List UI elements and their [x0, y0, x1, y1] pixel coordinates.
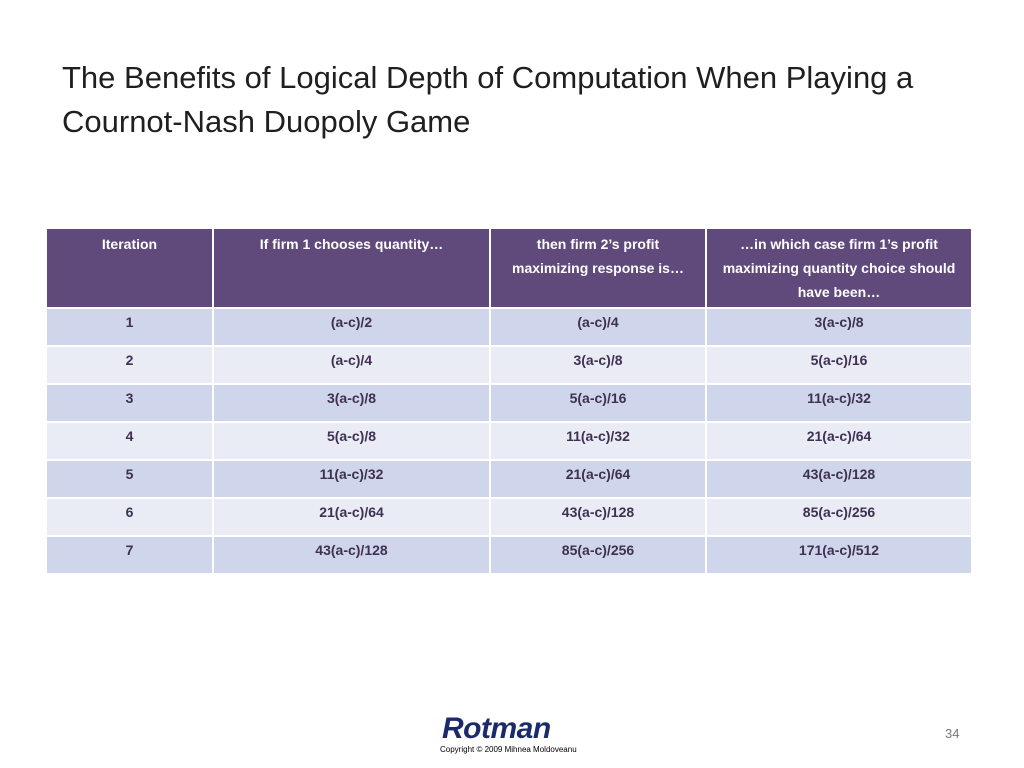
table-row: 4 5(a-c)/8 11(a-c)/32 21(a-c)/64 [45, 421, 973, 461]
page-number: 34 [945, 726, 960, 741]
copyright: Copyright © 2009 Mihnea Moldoveanu [440, 745, 577, 754]
table-cell: 1 [45, 307, 214, 347]
data-table: Iteration If firm 1 chooses quantity… then… [45, 227, 973, 575]
header-row: Iteration If firm 1 chooses quantity… then… [45, 227, 973, 309]
table-cell: 11(a-c)/32 [489, 421, 707, 461]
column-header: …in which case firm 1’s profit maximizin… [705, 227, 973, 309]
table-cell: 171(a-c)/512 [705, 535, 973, 575]
table-cell: 43(a-c)/128 [212, 535, 491, 575]
table-cell: 3(a-c)/8 [705, 307, 973, 347]
table-cell: 5(a-c)/8 [212, 421, 491, 461]
table-cell: 3 [45, 383, 214, 423]
table-cell: 85(a-c)/256 [705, 497, 973, 537]
table-body: 1 (a-c)/2 (a-c)/4 3(a-c)/8 2 (a-c)/4 3(a-c)/8 5… [45, 307, 973, 575]
table-cell: 21(a-c)/64 [489, 459, 707, 499]
slide-title: The Benefits of Logical Depth of Computa… [62, 60, 914, 139]
table-row: 6 21(a-c)/64 43(a-c)/128 85(a-c)/256 [45, 497, 973, 537]
table-row: 1 (a-c)/2 (a-c)/4 3(a-c)/8 [45, 307, 973, 347]
table-row: 7 43(a-c)/128 85(a-c)/256 171(a-c)/512 [45, 535, 973, 575]
table-row: 3 3(a-c)/8 5(a-c)/16 11(a-c)/32 [45, 383, 973, 423]
table-cell: (a-c)/4 [489, 307, 707, 347]
table-cell: 3(a-c)/8 [489, 345, 707, 385]
table-cell: 5(a-c)/16 [705, 345, 973, 385]
table-cell: 7 [45, 535, 214, 575]
table-row: 2 (a-c)/4 3(a-c)/8 5(a-c)/16 [45, 345, 973, 385]
table-cell: 43(a-c)/128 [489, 497, 707, 537]
column-header: If firm 1 chooses quantity… [212, 227, 491, 309]
table-cell: 4 [45, 421, 214, 461]
logo: Rotman [442, 712, 551, 745]
column-header: Iteration [45, 227, 214, 309]
table-cell: (a-c)/4 [212, 345, 491, 385]
table-cell: 5 [45, 459, 214, 499]
table-row: 5 11(a-c)/32 21(a-c)/64 43(a-c)/128 [45, 459, 973, 499]
table-cell: 85(a-c)/256 [489, 535, 707, 575]
table-cell: 21(a-c)/64 [705, 421, 973, 461]
table-cell: 3(a-c)/8 [212, 383, 491, 423]
table-cell: 11(a-c)/32 [705, 383, 973, 423]
table-cell: 21(a-c)/64 [212, 497, 491, 537]
table-cell: (a-c)/2 [212, 307, 491, 347]
table-cell: 11(a-c)/32 [212, 459, 491, 499]
column-header: then firm 2’s profit maximizing response… [489, 227, 707, 309]
table-cell: 5(a-c)/16 [489, 383, 707, 423]
table-cell: 2 [45, 345, 214, 385]
table-cell: 6 [45, 497, 214, 537]
table-cell: 43(a-c)/128 [705, 459, 973, 499]
